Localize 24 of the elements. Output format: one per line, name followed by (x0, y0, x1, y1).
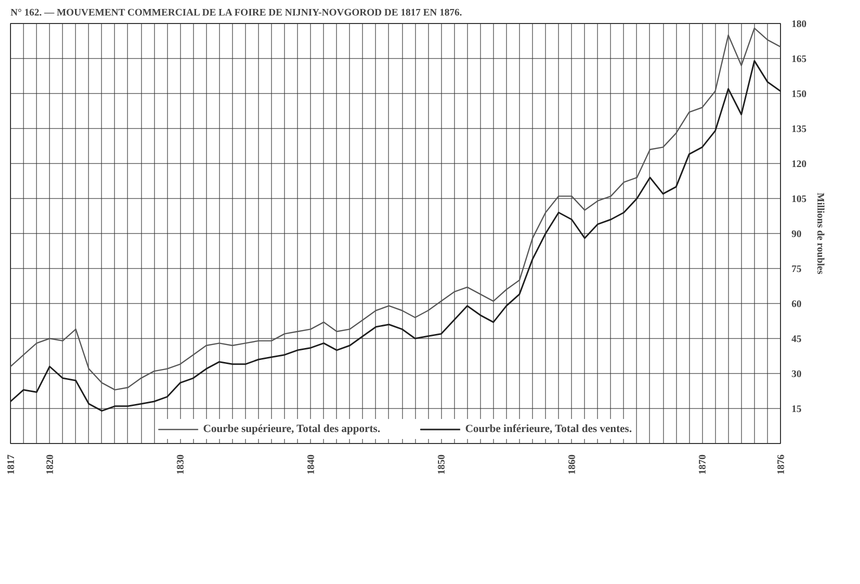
y-tick-label: 75 (792, 264, 802, 275)
x-tick-label: 1830 (176, 454, 187, 474)
y-tick-label: 165 (792, 54, 806, 65)
legend-label: Courbe supérieure, Total des apports. (203, 423, 380, 435)
y-tick-label: 45 (792, 334, 802, 345)
x-tick-label: 1820 (45, 454, 56, 474)
x-tick-label: 1850 (436, 454, 448, 474)
y-tick-label: 120 (792, 159, 806, 170)
y-axis-title: Millions de roubles (814, 192, 826, 274)
y-tick-label: 15 (792, 404, 802, 415)
x-tick-label: 1870 (698, 454, 709, 474)
y-tick-label: 150 (792, 89, 806, 100)
x-tick-label: 1817 (6, 454, 17, 474)
x-tick-label: 1860 (567, 454, 578, 474)
x-tick-label: 1876 (776, 454, 787, 474)
legend-label: Courbe inférieure, Total des ventes. (465, 423, 632, 435)
y-tick-label: 30 (792, 369, 802, 380)
y-tick-label: 105 (792, 194, 806, 205)
x-tick-label: 1840 (306, 454, 318, 474)
y-tick-label: 60 (792, 299, 802, 310)
y-tick-label: 90 (792, 229, 802, 240)
chart-title: N° 162. — MOUVEMENT COMMERCIAL DE LA FOIRE DE NIJNIY-NOVGOROD DE 1817 EN 1876. (10, 8, 463, 18)
y-tick-label: 180 (792, 19, 806, 30)
y-tick-label: 135 (792, 124, 806, 135)
